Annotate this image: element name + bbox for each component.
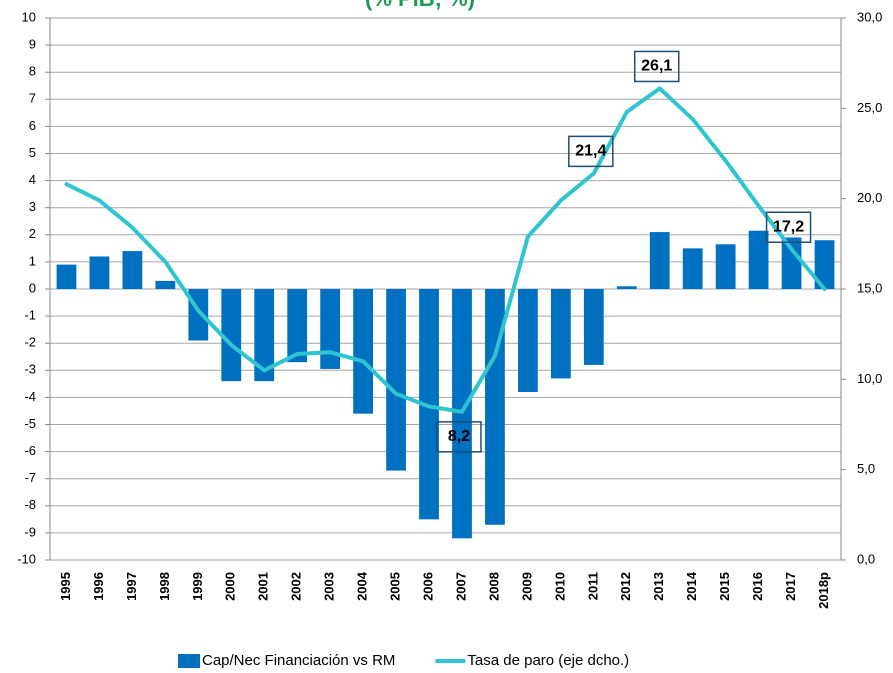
- bar: [550, 289, 571, 379]
- bar: [353, 289, 373, 414]
- y-tick-label: 9: [29, 37, 36, 52]
- x-tick-label: 2004: [355, 571, 370, 601]
- y2-tick-label: 10,0: [857, 371, 882, 386]
- y2-tick-label: 25,0: [857, 100, 882, 115]
- y-tick-label: -1: [24, 308, 36, 323]
- bar: [386, 289, 406, 471]
- bar: [155, 280, 176, 289]
- bar: [221, 289, 242, 382]
- legend-swatch: [178, 654, 200, 668]
- x-tick-label: 1998: [157, 572, 172, 601]
- x-tick-label: 1996: [91, 572, 106, 601]
- bar: [616, 286, 637, 289]
- bar: [814, 240, 835, 289]
- x-tick-label: 2017: [783, 572, 798, 601]
- y-tick-label: 7: [29, 91, 36, 106]
- bar: [485, 289, 505, 525]
- bar: [287, 289, 308, 363]
- y2-tick-label: 0,0: [857, 551, 875, 566]
- x-tick-label: 1999: [190, 572, 205, 601]
- x-tick-label: 1995: [58, 572, 73, 601]
- y-tick-label: 0: [29, 280, 36, 295]
- y-tick-label: -10: [17, 551, 36, 566]
- y-tick-label: -6: [24, 443, 36, 458]
- x-tick-label: 2010: [552, 572, 567, 601]
- label-box: [436, 421, 482, 453]
- y2-tick-label: 30,0: [857, 9, 882, 24]
- x-tick-label: 2005: [388, 572, 403, 601]
- bar: [56, 264, 77, 289]
- y2-tick-label: 5,0: [857, 461, 875, 476]
- x-tick-label: 2006: [420, 572, 435, 601]
- bar: [649, 232, 670, 289]
- legend-label: Cap/Nec Financiación vs RM: [202, 652, 395, 669]
- bar: [320, 289, 341, 369]
- y-tick-label: 2: [29, 226, 36, 241]
- y-tick-label: -4: [24, 389, 36, 404]
- x-tick-label: 2007: [453, 572, 468, 601]
- y-tick-label: -7: [24, 470, 36, 485]
- x-tick-label: 2002: [289, 572, 304, 601]
- y-tick-label: -8: [24, 497, 36, 512]
- y-tick-label: -5: [24, 416, 36, 431]
- bar: [781, 237, 802, 289]
- x-tick-label: 2015: [717, 572, 732, 601]
- x-tick-label: 2000: [223, 572, 238, 601]
- bar: [518, 289, 538, 392]
- y-tick-label: 8: [29, 64, 36, 79]
- x-tick-label: 2016: [750, 572, 765, 601]
- bar: [188, 289, 209, 341]
- bar: [748, 230, 769, 289]
- y2-tick-label: 20,0: [857, 190, 882, 205]
- x-tick-label: 2018p: [816, 572, 831, 609]
- data-label: 21,4: [575, 143, 606, 160]
- chart-title: (% PIB; %): [365, 0, 475, 11]
- data-label: 8,2: [448, 428, 470, 445]
- y-tick-label: 3: [29, 199, 36, 214]
- y-tick-label: 5: [29, 145, 36, 160]
- x-tick-label: 2001: [256, 572, 271, 601]
- x-tick-label: 2011: [585, 572, 600, 600]
- y-tick-label: -2: [24, 335, 36, 350]
- bar: [254, 289, 275, 382]
- line: [64, 86, 827, 414]
- bar: [419, 289, 439, 520]
- y-tick-label: 10: [22, 9, 36, 24]
- x-tick-label: 2013: [651, 572, 666, 601]
- y-tick-label: 1: [29, 253, 36, 268]
- y-tick-label: 6: [29, 118, 36, 133]
- y-tick-label: -9: [24, 524, 36, 539]
- x-tick-label: 2008: [486, 572, 501, 601]
- label-box: [568, 135, 614, 168]
- data-label: 26,1: [641, 58, 672, 75]
- x-tick-label: 2009: [519, 572, 534, 601]
- y-tick-label: 4: [29, 172, 36, 187]
- data-label: 17,2: [773, 218, 804, 235]
- bar: [122, 251, 143, 289]
- x-tick-label: 2014: [684, 571, 699, 601]
- bar: [682, 248, 703, 289]
- bar: [89, 256, 110, 289]
- x-tick-label: 2012: [618, 572, 633, 601]
- label-box: [765, 211, 812, 244]
- x-tick-label: 1997: [124, 572, 139, 601]
- x-tick-label: 2003: [322, 572, 337, 601]
- label-box: [633, 50, 680, 83]
- bar: [583, 289, 604, 365]
- y2-tick-label: 15,0: [857, 280, 882, 295]
- legend-label: Tasa de paro (eje dcho.): [467, 652, 629, 669]
- bar: [715, 244, 736, 289]
- y-tick-label: -3: [24, 362, 36, 377]
